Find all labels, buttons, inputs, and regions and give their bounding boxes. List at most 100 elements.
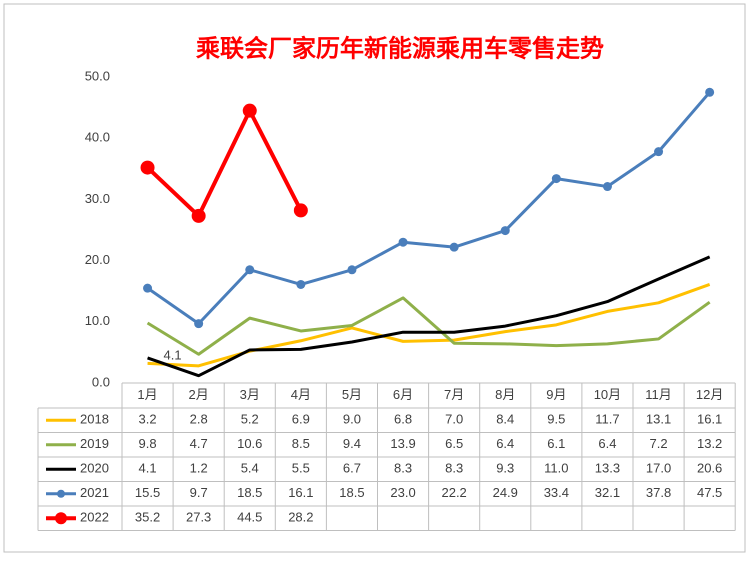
- series-line: [147, 283, 711, 368]
- chart-title: 乘联会厂家历年新能源乘用车零售走势: [195, 34, 604, 62]
- table-value: 6.8: [394, 412, 412, 427]
- table-value: 28.2: [288, 510, 313, 525]
- x-tick-label: 1月: [137, 387, 157, 402]
- table-value: 8.3: [445, 461, 463, 476]
- data-point: [500, 226, 510, 236]
- data-point: [347, 265, 357, 275]
- data-point: [296, 279, 306, 289]
- legend-marker: [57, 489, 65, 498]
- data-point: [245, 265, 255, 275]
- legend-label: 2018: [80, 412, 109, 427]
- x-tick-label: 11月: [645, 387, 672, 402]
- table-value: 24.9: [493, 485, 518, 500]
- table-value: 32.1: [595, 485, 620, 500]
- table-value: 27.3: [186, 510, 211, 525]
- data-point: [551, 174, 561, 184]
- x-tick-label: 12月: [696, 387, 723, 402]
- y-tick-label: 0.0: [92, 374, 110, 389]
- data-label: 4.1: [164, 347, 182, 362]
- table-value: 6.4: [496, 436, 514, 451]
- x-tick-label: 4月: [291, 387, 311, 402]
- table-value: 9.5: [547, 412, 565, 427]
- table-value: 5.5: [292, 461, 310, 476]
- table-value: 13.9: [390, 436, 415, 451]
- data-point: [293, 203, 308, 218]
- legend-label: 2022: [80, 510, 109, 525]
- data-point: [140, 160, 155, 175]
- x-tick-label: 10月: [594, 387, 621, 402]
- table-value: 2.8: [190, 412, 208, 427]
- table-value: 8.4: [496, 412, 514, 427]
- table-value: 9.0: [343, 412, 361, 427]
- y-tick-label: 10.0: [85, 313, 110, 328]
- data-point: [705, 87, 715, 97]
- table-value: 6.4: [598, 436, 616, 451]
- legend-label: 2021: [80, 485, 109, 500]
- legend-label: 2019: [80, 436, 109, 451]
- table-value: 16.1: [697, 412, 722, 427]
- table-value: 33.4: [544, 485, 569, 500]
- data-point: [242, 103, 257, 118]
- y-tick-label: 50.0: [85, 68, 110, 83]
- table-value: 9.4: [343, 436, 361, 451]
- table-value: 13.1: [646, 412, 671, 427]
- legend-marker: [55, 512, 67, 525]
- table-value: 18.5: [237, 485, 262, 500]
- series-line: [146, 91, 711, 326]
- table-value: 22.2: [441, 485, 466, 500]
- table-value: 15.5: [135, 485, 160, 500]
- table-value: 17.0: [646, 461, 671, 476]
- y-tick-label: 40.0: [85, 130, 110, 145]
- data-point: [602, 182, 612, 192]
- table-value: 8.3: [394, 461, 412, 476]
- legend-label: 2020: [80, 461, 109, 476]
- data-point: [449, 242, 459, 252]
- table-value: 9.8: [139, 436, 157, 451]
- table-value: 13.2: [697, 436, 722, 451]
- y-tick-label: 30.0: [85, 191, 110, 206]
- table-value: 6.1: [547, 436, 565, 451]
- x-tick-label: 3月: [240, 387, 260, 402]
- table-value: 6.9: [292, 412, 310, 427]
- data-point: [143, 283, 153, 293]
- table-value: 13.3: [595, 461, 620, 476]
- table-value: 44.5: [237, 510, 262, 525]
- table-value: 1.2: [190, 461, 208, 476]
- table-value: 7.2: [650, 436, 668, 451]
- table-value: 47.5: [697, 485, 722, 500]
- table-value: 4.7: [190, 436, 208, 451]
- table-value: 3.2: [139, 412, 157, 427]
- series-line: [146, 108, 303, 218]
- x-tick-label: 8月: [495, 387, 515, 402]
- x-tick-label: 7月: [444, 387, 464, 402]
- chart-border: [3, 3, 746, 553]
- table-value: 9.3: [496, 461, 514, 476]
- table-value: 4.1: [139, 461, 157, 476]
- table-value: 37.8: [646, 485, 671, 500]
- data-point: [654, 147, 664, 157]
- table-value: 20.6: [697, 461, 722, 476]
- x-tick-label: 6月: [393, 387, 413, 402]
- table-value: 23.0: [390, 485, 415, 500]
- table-value: 11.7: [595, 412, 619, 427]
- data-point: [191, 208, 206, 223]
- x-tick-label: 2月: [189, 387, 209, 402]
- x-tick-label: 5月: [342, 387, 362, 402]
- table-value: 35.2: [135, 510, 160, 525]
- x-tick-label: 9月: [546, 387, 566, 402]
- y-tick-label: 20.0: [85, 252, 110, 267]
- table-value: 8.5: [292, 436, 310, 451]
- table-value: 11.0: [544, 461, 568, 476]
- table-value: 18.5: [339, 485, 364, 500]
- table-value: 5.4: [241, 461, 259, 476]
- data-point: [398, 237, 408, 247]
- table-value: 9.7: [190, 485, 208, 500]
- table-value: 6.7: [343, 461, 361, 476]
- table-value: 7.0: [445, 412, 463, 427]
- data-point: [194, 319, 204, 329]
- series-line: [147, 255, 711, 378]
- table-value: 16.1: [288, 485, 313, 500]
- table-value: 10.6: [237, 436, 262, 451]
- table-value: 6.5: [445, 436, 463, 451]
